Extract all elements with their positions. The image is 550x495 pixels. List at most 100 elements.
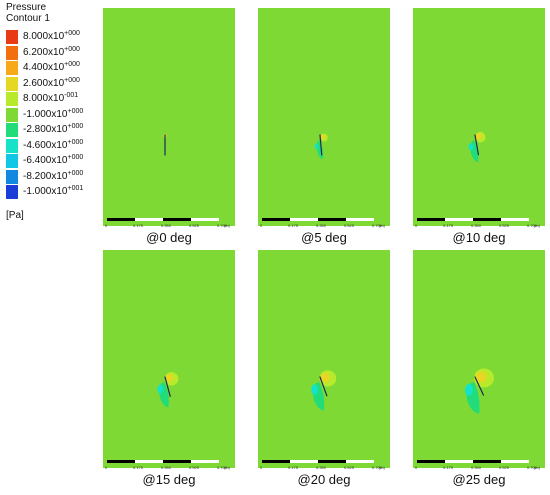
scale-segment [346,218,374,221]
scale-tick-label: 0.350 [161,223,172,228]
legend-label: 6.200x10+000 [23,45,80,58]
scale-segment [191,218,219,221]
scale-tick-label: 0.175 [443,223,454,228]
contour-panel [413,8,545,226]
legend-swatch [6,123,18,137]
peak-pressure-zone [320,133,326,140]
legend-swatch [6,107,18,122]
legend-label: 4.400x10+000 [23,61,80,73]
scale-bar: 0 0.175 0.350 0.525 0.700 (m) [413,460,545,474]
pressure-legend: Pressure Contour 1 8.000x10+000 6.200x10+… [0,0,100,240]
legend-swatch [6,169,18,184]
blade [319,134,323,156]
blade [164,376,171,397]
scale-unit: (m) [534,465,540,470]
scale-tick-label: 0.175 [443,465,454,470]
scale-tick-label: 0.700 [372,465,383,470]
scale-tick-label: 0.700 [527,223,538,228]
scale-bar: 0 0.175 0.350 0.525 0.700 (m) [103,218,235,232]
scale-segment [417,460,445,463]
legend-swatch [6,138,18,153]
peak-pressure-zone [475,132,482,140]
scale-unit: (m) [534,223,540,228]
scale-bar: 0 0.175 0.350 0.525 0.700 (m) [103,460,235,474]
scale-tick-label: 0 [260,223,263,228]
legend-label: 2.600x10+000 [23,76,80,89]
scale-unit: (m) [224,465,230,470]
peak-pressure-zone [320,372,330,383]
legend-swatch [6,45,18,60]
scale-tick-label: 0.175 [133,465,144,470]
scale-bar: 0 0.175 0.350 0.525 0.700 (m) [258,460,390,474]
scale-segment [107,218,135,221]
panel-caption: @10 deg [452,230,506,245]
contour-panel [413,250,545,468]
scale-segment [445,460,473,463]
pressure-field [314,133,328,160]
legend-label: 8.000x10+000 [23,30,80,42]
legend-swatch [6,92,18,106]
scale-tick-label: 0.525 [189,223,200,228]
scale-segment [163,460,191,463]
legend-swatch [6,154,18,168]
blade [319,376,328,397]
scale-tick-label: 0.700 [217,465,228,470]
contour-panel [103,250,235,468]
scale-segment [318,218,346,221]
scale-tick-label: 0.525 [499,465,510,470]
suction-peak-zone [465,384,473,396]
scale-tick-label: 0.350 [161,465,172,470]
legend-swatch [6,185,18,199]
pressure-field [468,131,486,163]
scale-unit: (m) [379,223,385,228]
scale-tick-label: 0.175 [288,223,299,228]
scale-tick-label: 0.700 [372,223,383,228]
suction-peak-zone [314,143,318,150]
legend-swatch [6,30,18,44]
scale-tick-label: 0.700 [217,223,228,228]
scale-tick-label: 0.350 [316,465,327,470]
legend-unit: [Pa] [6,210,24,221]
blade [474,376,485,396]
legend-label: -1.000x10+000 [23,107,84,120]
panel-caption: @20 deg [297,472,351,487]
scale-unit: (m) [224,223,230,228]
scale-bar: 0 0.175 0.350 0.525 0.700 (m) [258,218,390,232]
scale-tick-label: 0.700 [527,465,538,470]
scale-tick-label: 0 [105,465,108,470]
scale-segment [191,460,219,463]
scale-tick-label: 0 [105,223,108,228]
contour-panel [103,8,235,226]
scale-segment [107,460,135,463]
scale-segment [262,218,290,221]
suction-peak-zone [311,384,318,395]
scale-segment [445,218,473,221]
scale-segment [501,460,529,463]
scale-segment [290,460,318,463]
legend-label: 8.000x10-001 [23,92,79,104]
low-pressure-zone [316,140,324,160]
scale-tick-label: 0.525 [344,223,355,228]
pressure-field [157,372,179,408]
scale-segment [473,460,501,463]
scale-bar: 0 0.175 0.350 0.525 0.700 (m) [413,218,545,232]
scale-segment [135,460,163,463]
suction-peak-zone [468,143,473,151]
pressure-field [163,134,167,156]
legend-swatch [6,61,18,75]
pressure-field [311,370,337,411]
suction-peak-zone [157,384,163,394]
scale-tick-label: 0 [415,223,418,228]
pressure-field [465,368,494,414]
scale-tick-label: 0.525 [344,465,355,470]
peak-pressure-zone [165,373,174,382]
scale-tick-label: 0 [415,465,418,470]
panel-caption: @25 deg [452,472,506,487]
scale-tick-label: 0 [260,465,263,470]
scale-segment [473,218,501,221]
scale-segment [163,218,191,221]
scale-segment [501,218,529,221]
panel-caption: @15 deg [142,472,196,487]
scale-tick-label: 0.175 [288,465,299,470]
scale-segment [346,460,374,463]
